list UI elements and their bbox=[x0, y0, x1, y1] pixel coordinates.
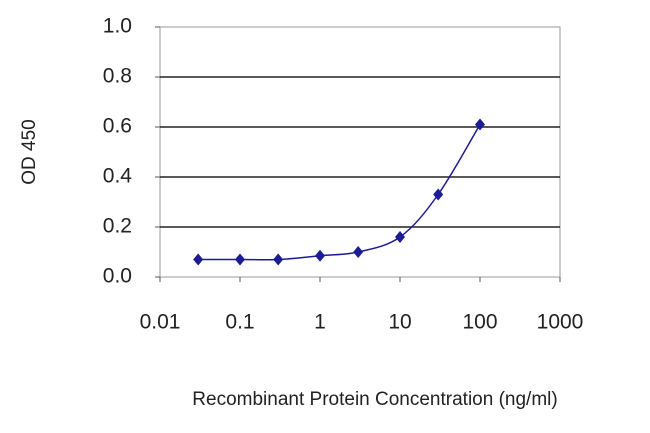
data-point bbox=[433, 188, 444, 201]
plot-area bbox=[159, 26, 561, 278]
x-tick-label: 1 bbox=[314, 311, 326, 334]
data-point bbox=[395, 231, 405, 243]
y-tick-label: 0.6 bbox=[103, 115, 132, 138]
y-tick-label: 0.0 bbox=[103, 265, 132, 288]
y-axis-title: OD 450 bbox=[19, 119, 40, 184]
x-tick-label: 1000 bbox=[537, 311, 584, 334]
x-tick-label: 0.1 bbox=[225, 311, 254, 334]
x-axis-title: Recombinant Protein Concentration (ng/ml… bbox=[192, 389, 557, 410]
data-point bbox=[353, 246, 364, 258]
y-tick-label: 0.8 bbox=[103, 65, 132, 88]
x-tick-label: 100 bbox=[462, 311, 497, 334]
x-tick-label: 0.01 bbox=[140, 311, 181, 334]
y-tick-label: 0.4 bbox=[103, 165, 133, 188]
y-tick-label: 0.2 bbox=[103, 215, 132, 238]
data-point bbox=[235, 253, 245, 266]
data-point bbox=[475, 118, 485, 131]
data-point bbox=[315, 249, 325, 262]
x-tick-label: 10 bbox=[388, 311, 411, 334]
y-tick-label: 1.0 bbox=[103, 15, 132, 38]
data-point bbox=[193, 253, 204, 266]
data-point bbox=[273, 253, 284, 266]
